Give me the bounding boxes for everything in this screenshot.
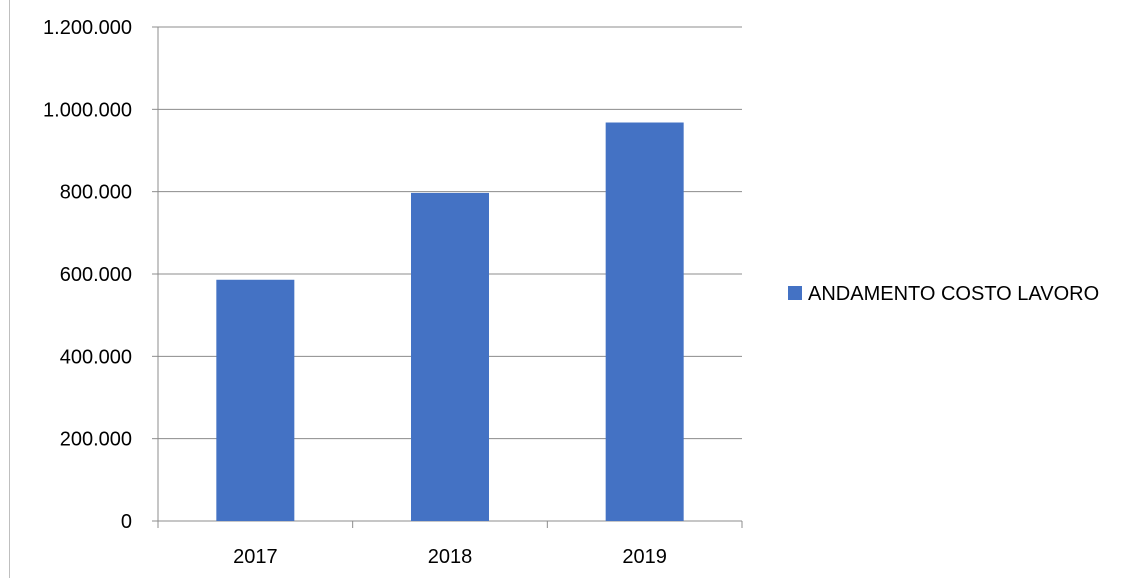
- legend-swatch: [788, 286, 802, 300]
- bars: [216, 122, 684, 522]
- x-tick-label-2018: 2018: [428, 546, 473, 568]
- legend-label: ANDAMENTO COSTO LAVORO: [808, 283, 1099, 305]
- y-tick-label-5: 1.000.000: [43, 99, 132, 121]
- bar-2019: [605, 122, 684, 522]
- x-tick-label-2017: 2017: [233, 546, 278, 568]
- y-tick-label-0: 0: [121, 511, 132, 533]
- legend: ANDAMENTO COSTO LAVORO: [788, 283, 1099, 305]
- bar-2018: [411, 192, 489, 521]
- page-border: [9, 0, 10, 578]
- y-tick-labels: 0 200.000 400.000 600.000 800.000 1.000.000 1.…: [43, 17, 132, 533]
- bar-2017: [216, 279, 295, 521]
- y-tick-label-3: 600.000: [60, 264, 132, 286]
- y-tick-label-2: 400.000: [60, 346, 132, 368]
- y-tick-label-1: 200.000: [60, 429, 132, 451]
- y-tick-label-4: 800.000: [60, 182, 132, 204]
- x-tick-labels: 2017 2018 2019: [233, 546, 667, 568]
- x-tick-label-2019: 2019: [622, 546, 667, 568]
- y-tick-label-6: 1.200.000: [43, 17, 132, 39]
